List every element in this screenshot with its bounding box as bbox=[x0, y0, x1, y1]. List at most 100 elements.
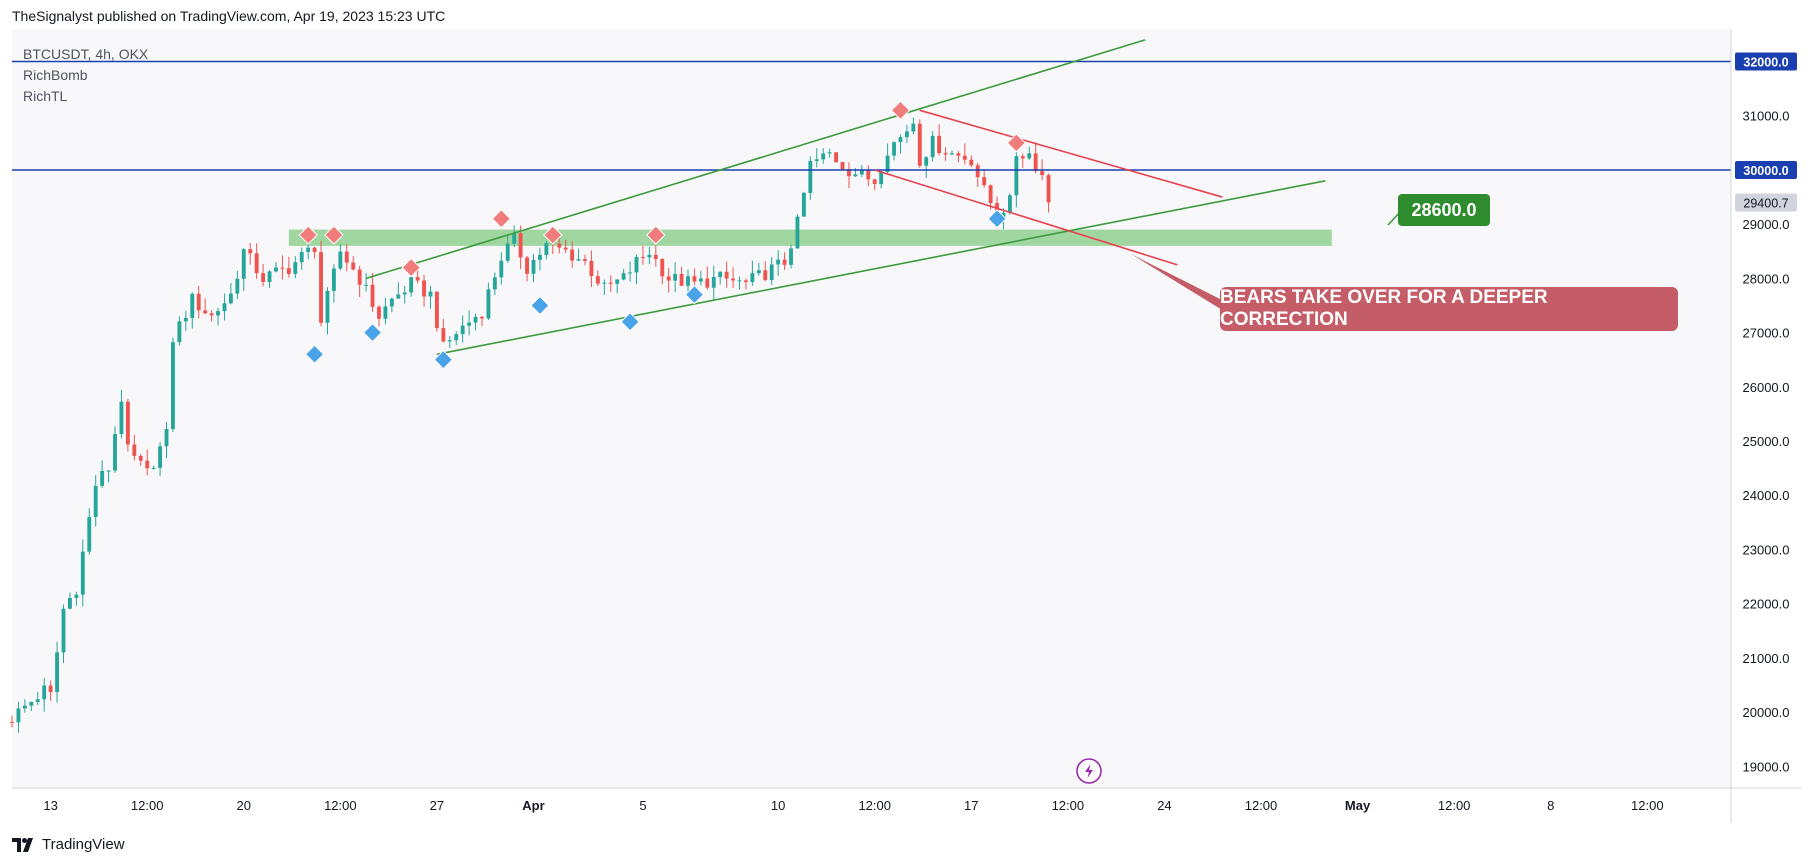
sell-signal-marker[interactable] bbox=[890, 100, 911, 121]
sell-signal-marker[interactable] bbox=[543, 225, 563, 245]
candle bbox=[158, 442, 163, 476]
price-tick-label[interactable]: 28000.0 bbox=[1743, 271, 1790, 286]
candle-body bbox=[344, 251, 349, 263]
time-tick-label[interactable]: 10 bbox=[771, 798, 785, 813]
candle bbox=[531, 254, 536, 283]
time-tick-label[interactable]: 12:00 bbox=[1052, 798, 1085, 813]
candle-body bbox=[22, 705, 27, 709]
time-tick-label[interactable]: 20 bbox=[237, 798, 251, 813]
time-tick-label[interactable]: 17 bbox=[964, 798, 978, 813]
buy-signal-marker[interactable] bbox=[987, 209, 1007, 229]
descending-channel-upper[interactable] bbox=[919, 109, 1223, 198]
price-tick-label[interactable]: 24000.0 bbox=[1743, 488, 1790, 503]
candle bbox=[821, 148, 826, 164]
candle-body bbox=[454, 334, 459, 341]
candle-body bbox=[1040, 171, 1045, 176]
ascending-channel-upper[interactable] bbox=[365, 39, 1146, 280]
level-price-badge-label: 32000.0 bbox=[1743, 56, 1788, 70]
current-price-badge[interactable] bbox=[1735, 193, 1797, 212]
buy-signal-marker[interactable] bbox=[620, 312, 640, 332]
candle bbox=[782, 252, 787, 271]
sell-signal-marker[interactable] bbox=[298, 225, 318, 245]
candle-body bbox=[756, 270, 761, 274]
candle-body bbox=[763, 270, 768, 281]
candle-body bbox=[628, 272, 632, 274]
time-tick-label[interactable]: 12:00 bbox=[1438, 798, 1471, 813]
candle bbox=[415, 269, 420, 284]
candle bbox=[10, 715, 14, 728]
legend-indicator-richbomb[interactable]: RichBomb bbox=[23, 67, 88, 83]
candle-body bbox=[1027, 153, 1032, 159]
candle-body bbox=[280, 267, 285, 269]
ascending-channel-lower[interactable] bbox=[436, 180, 1326, 356]
candle-body bbox=[422, 280, 426, 297]
time-tick-label[interactable]: 12:00 bbox=[131, 798, 164, 813]
price-tick-label[interactable]: 20000.0 bbox=[1743, 705, 1790, 720]
descending-channel-lower[interactable] bbox=[874, 169, 1178, 266]
time-tick-label[interactable]: 12:00 bbox=[324, 798, 357, 813]
time-tick-label[interactable]: 27 bbox=[430, 798, 444, 813]
candle bbox=[428, 285, 433, 309]
time-tick-label[interactable]: 5 bbox=[639, 798, 646, 813]
time-tick-label[interactable]: 12:00 bbox=[1245, 798, 1278, 813]
sell-signal-marker[interactable] bbox=[1006, 133, 1027, 153]
candle-body bbox=[183, 317, 188, 322]
candle-body bbox=[383, 306, 388, 319]
time-axis-background[interactable] bbox=[12, 788, 1731, 823]
buy-signal-marker[interactable] bbox=[684, 284, 705, 305]
price-axis-background[interactable] bbox=[1731, 29, 1801, 788]
publisher-caption: TheSignalyst published on TradingView.co… bbox=[12, 8, 446, 24]
buy-signal-marker[interactable] bbox=[304, 344, 325, 364]
candle bbox=[930, 131, 935, 162]
lightning-replay-icon[interactable] bbox=[1076, 758, 1102, 784]
time-tick-label[interactable]: 24 bbox=[1157, 798, 1171, 813]
candle bbox=[653, 245, 658, 267]
price-tick-label[interactable]: 27000.0 bbox=[1743, 326, 1790, 341]
time-tick-label[interactable]: May bbox=[1345, 798, 1371, 813]
bearish-callout: BEARS TAKE OVER FOR A DEEPER CORRECTION bbox=[1220, 287, 1678, 331]
legend-symbol[interactable]: BTCUSDT, 4h, OKX bbox=[23, 46, 149, 62]
price-tick-label[interactable]: 31000.0 bbox=[1743, 109, 1790, 124]
sell-signal-marker[interactable] bbox=[491, 209, 512, 229]
level-price-badge[interactable] bbox=[1735, 52, 1797, 71]
tradingview-logo-icon bbox=[12, 837, 33, 852]
sell-signal-marker[interactable] bbox=[401, 257, 421, 278]
candle bbox=[756, 262, 761, 276]
legend-indicator-richtl[interactable]: RichTL bbox=[23, 88, 68, 104]
candle-body bbox=[917, 123, 922, 166]
buy-signal-marker[interactable] bbox=[362, 322, 383, 343]
candle-body bbox=[711, 277, 716, 288]
candle-body bbox=[962, 155, 967, 160]
candle bbox=[563, 239, 568, 253]
price-tick-label[interactable]: 25000.0 bbox=[1743, 434, 1790, 449]
candle bbox=[331, 264, 336, 303]
candle bbox=[132, 434, 137, 461]
price-tick-label[interactable]: 23000.0 bbox=[1743, 542, 1790, 557]
support-zone[interactable] bbox=[288, 229, 1332, 246]
candle-body bbox=[402, 292, 407, 295]
time-tick-label[interactable]: 12:00 bbox=[858, 798, 891, 813]
price-tick-label[interactable]: 22000.0 bbox=[1743, 597, 1790, 612]
candle bbox=[763, 261, 768, 282]
price-tick-label[interactable]: 29000.0 bbox=[1743, 217, 1790, 232]
candle bbox=[190, 292, 195, 329]
time-tick-label[interactable]: 8 bbox=[1547, 798, 1554, 813]
price-tick-label[interactable]: 21000.0 bbox=[1743, 651, 1790, 666]
candle bbox=[937, 124, 942, 156]
sell-signal-marker[interactable] bbox=[324, 225, 344, 245]
time-tick-label[interactable]: 13 bbox=[43, 798, 57, 813]
level-price-badge[interactable] bbox=[1735, 160, 1797, 179]
time-tick-label[interactable]: Apr bbox=[522, 798, 544, 813]
candle bbox=[814, 148, 819, 168]
buy-signal-marker[interactable] bbox=[433, 349, 454, 370]
candle bbox=[892, 141, 896, 161]
tradingview-footer[interactable]: TradingView bbox=[12, 836, 125, 853]
candle bbox=[518, 225, 523, 270]
sell-signal-marker[interactable] bbox=[646, 225, 666, 245]
buy-signal-marker[interactable] bbox=[530, 295, 550, 316]
price-tick-label[interactable]: 19000.0 bbox=[1743, 759, 1790, 774]
candle bbox=[486, 282, 491, 321]
price-tick-label[interactable]: 26000.0 bbox=[1743, 380, 1790, 395]
time-tick-label[interactable]: 12:00 bbox=[1631, 798, 1664, 813]
